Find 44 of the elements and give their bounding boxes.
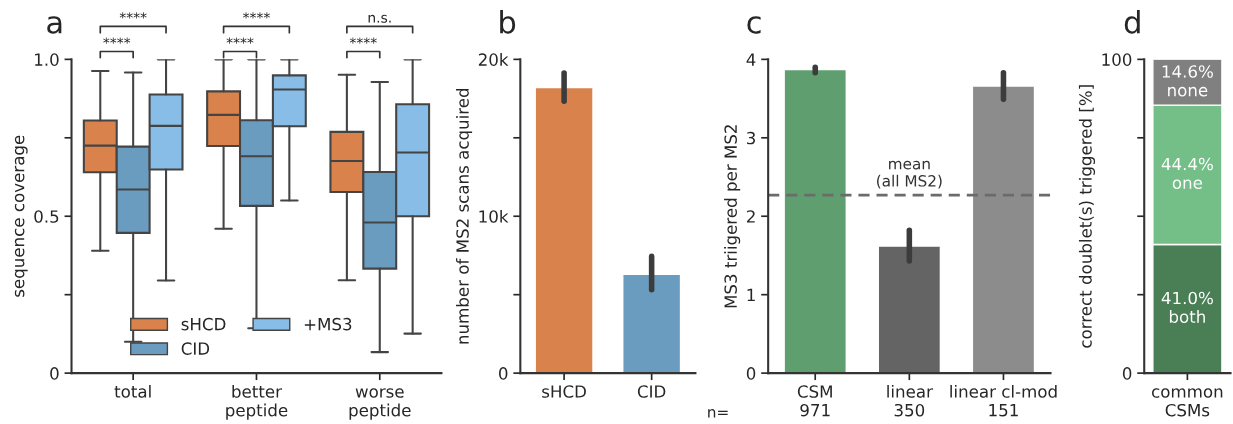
data-label: 41.0% both <box>1161 291 1213 323</box>
y-tick-label: 1.0 <box>35 53 59 66</box>
text: n= <box>708 409 728 418</box>
y-axis-title: correct doublet(s) triggered [%] <box>1078 85 1096 348</box>
y-tick-label: 3 <box>747 131 756 145</box>
legend-label: +MS3 <box>304 317 352 331</box>
ref-line-label: mean (all MS2) <box>877 160 942 189</box>
x-tick-label: CID <box>637 385 666 398</box>
x-tick-label: worse peptide <box>349 388 411 420</box>
legend-label: sHCD <box>181 317 226 331</box>
y-axis-title: MS3 triigered per MS2 <box>724 125 741 308</box>
chart-title: a <box>47 16 62 34</box>
data-label: 14.6% none <box>1162 65 1213 97</box>
chart-title: c <box>747 16 761 34</box>
text: **** <box>242 12 270 19</box>
x-tick-label: total <box>114 384 151 398</box>
y-tick-label: 2 <box>746 210 755 223</box>
x-tick-label: linear cl-mod 151 <box>950 384 1057 417</box>
text: **** <box>226 37 254 44</box>
x-tick-label: better peptide <box>226 384 288 420</box>
y-tick-label: 0 <box>50 367 59 380</box>
y-tick-label: 0 <box>1122 367 1132 380</box>
x-tick-label: common CSMs <box>1152 388 1223 417</box>
y-tick-label: 0 <box>746 367 756 380</box>
y-tick-label: 10k <box>479 209 509 223</box>
x-tick-label: sHCD <box>542 385 586 398</box>
y-tick-label: 20k <box>478 53 509 66</box>
y-axis-title: number of MS2 scans acquired <box>455 88 473 344</box>
text: **** <box>103 37 131 44</box>
text: **** <box>349 37 377 44</box>
x-tick-label: CSM 971 <box>797 385 832 417</box>
text: **** <box>119 12 147 19</box>
y-tick-label: 4 <box>746 53 756 66</box>
chart-title: b <box>500 10 516 34</box>
text: n.s. <box>368 14 391 23</box>
chart-title: d <box>1124 10 1140 34</box>
y-tick-label: 100 <box>1102 53 1132 66</box>
data-label: 44.4% one <box>1161 157 1213 189</box>
x-tick-label: linear 350 <box>887 384 933 417</box>
y-axis-title: sequence coverage <box>14 135 28 297</box>
legend-label: CID <box>181 342 210 355</box>
y-tick-label: 0 <box>499 367 508 380</box>
y-tick-label: 1 <box>747 288 755 302</box>
y-tick-label: 0.5 <box>34 210 59 223</box>
